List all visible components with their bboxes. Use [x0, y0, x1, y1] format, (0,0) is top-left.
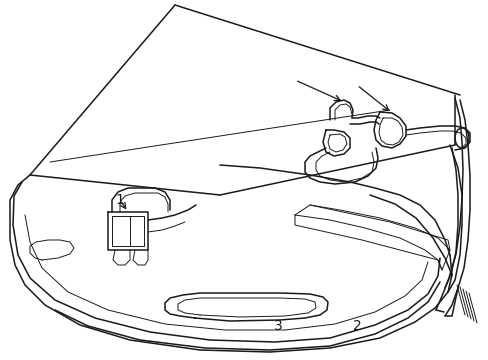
Text: 1: 1: [115, 193, 124, 207]
Text: 2: 2: [352, 319, 361, 333]
Text: 3: 3: [274, 319, 283, 333]
